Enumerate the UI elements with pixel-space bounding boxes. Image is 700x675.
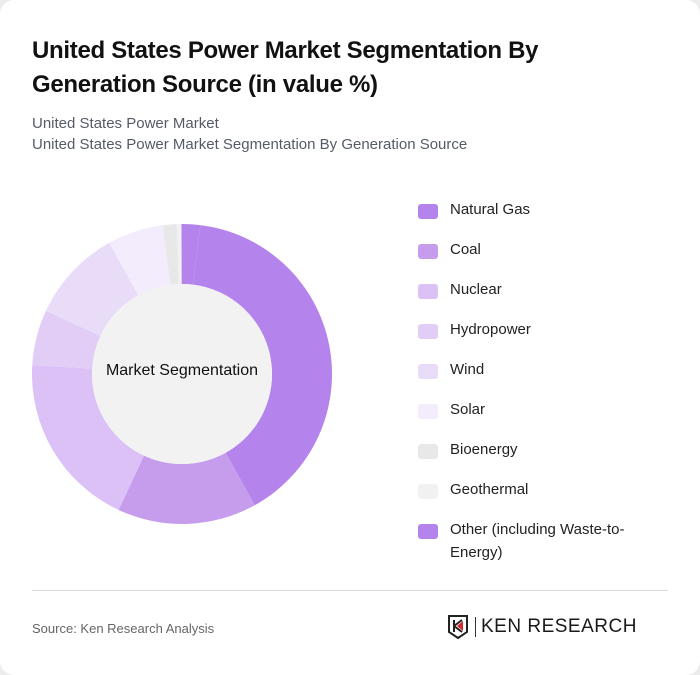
legend-item[interactable]: Natural Gas: [418, 198, 668, 221]
legend-label: Other (including Waste-to-Energy): [450, 521, 625, 561]
footer-divider: [32, 590, 668, 591]
donut-slice-coal[interactable]: [118, 452, 255, 524]
legend-item[interactable]: Coal: [418, 238, 668, 261]
legend-swatch: [418, 284, 438, 299]
legend-label: Solar: [450, 401, 486, 418]
donut-hole: [92, 284, 272, 464]
legend-label: Geothermal: [450, 481, 529, 498]
legend-item[interactable]: Hydropower: [418, 318, 668, 341]
ken-research-logo-icon: [448, 615, 468, 640]
legend-label: Natural Gas: [450, 201, 531, 218]
donut-slice-geothermal[interactable]: [176, 224, 182, 285]
chart-title: United States Power Market Segmentation …: [32, 37, 539, 98]
donut-slice-hydropower[interactable]: [32, 310, 101, 369]
chart-legend: Natural Gas Coal Nuclear Hydropower Wind Sola…: [418, 198, 668, 581]
legend-swatch: [418, 324, 438, 339]
legend-swatch: [418, 364, 438, 379]
subtitle-market: United States Power Market: [32, 115, 219, 132]
legend-item[interactable]: Geothermal: [418, 478, 668, 501]
legend-swatch: [418, 524, 438, 539]
donut-slice-other-including-waste-to-energy[interactable]: [181, 224, 201, 285]
legend-item[interactable]: Bioenergy: [418, 438, 668, 461]
logo-text: KEN RESEARCH: [475, 617, 637, 637]
legend-item[interactable]: Nuclear: [418, 278, 668, 301]
legend-label: Hydropower: [450, 321, 531, 338]
subtitle-segmentation: United States Power Market Segmentation …: [32, 136, 468, 153]
legend-label: Wind: [450, 361, 485, 378]
legend-label: Coal: [450, 241, 481, 258]
legend-item[interactable]: Other (including Waste-to-Energy): [418, 518, 668, 564]
donut-slice-wind[interactable]: [46, 242, 139, 336]
donut-chart: [32, 224, 332, 524]
legend-swatch: [418, 204, 438, 219]
legend-swatch: [418, 244, 438, 259]
donut-center-label: Market Segmentation: [105, 362, 259, 379]
source-note: Source: Ken Research Analysis: [32, 621, 215, 636]
legend-swatch: [418, 444, 438, 459]
chart-subtitle: United States Power Market United States…: [32, 113, 467, 155]
ken-research-logo: KEN RESEARCH: [447, 614, 637, 640]
donut-slice-bioenergy[interactable]: [162, 224, 179, 285]
donut-slice-nuclear[interactable]: [32, 365, 144, 510]
legend-swatch: [418, 484, 438, 499]
legend-label: Nuclear: [450, 281, 502, 298]
legend-label: Bioenergy: [450, 441, 518, 458]
legend-swatch: [418, 404, 438, 419]
legend-item[interactable]: Wind: [418, 358, 668, 381]
donut-slice-solar[interactable]: [109, 225, 171, 296]
donut-slice-natural-gas[interactable]: [192, 225, 332, 506]
legend-item[interactable]: Solar: [418, 398, 668, 421]
